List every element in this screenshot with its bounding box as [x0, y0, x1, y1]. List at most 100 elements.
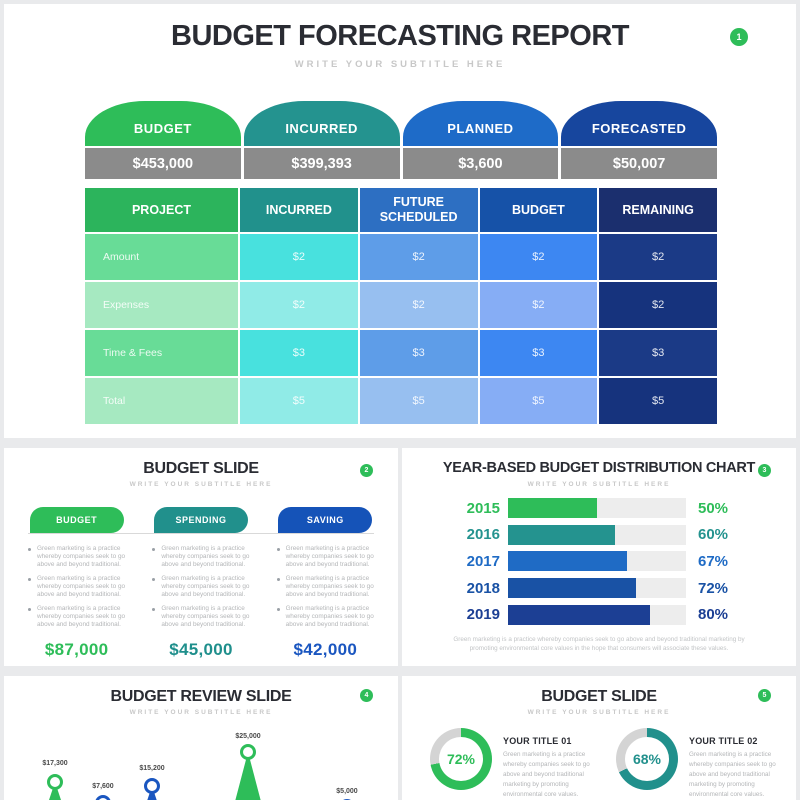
year-label: 2018: [466, 579, 500, 597]
row-label: Amount: [85, 234, 238, 280]
marker-value-label: $17,300: [42, 760, 68, 767]
list-item: Green marketing is a practice whereby co…: [28, 575, 125, 599]
amount-value: $45,000: [169, 640, 233, 659]
page-subtitle: WRITE YOUR SUBTITLE HERE: [294, 59, 506, 70]
detail-header-row: PROJECT INCURRED FUTURE SCHEDULED BUDGET…: [85, 188, 717, 232]
marker-circle-icon: [240, 744, 256, 760]
summary-column: INCURRED $399,393: [243, 101, 400, 179]
summary-table: BUDGET $453,000 INCURRED $399,393 PLANNE…: [85, 101, 717, 179]
summary-value: $3,600: [402, 148, 559, 179]
slide-title: YEAR-BASED BUDGET DISTRIBUTION CHART: [442, 460, 756, 476]
slide-subtitle: WRITE YOUR SUBTITLE HERE: [527, 709, 671, 716]
column-header: INCURRED: [240, 188, 358, 232]
bar-track: [508, 578, 686, 599]
summary-column: BUDGET $453,000: [85, 101, 241, 179]
bar-track: [508, 524, 686, 545]
slide-subtitle: WRITE YOUR SUBTITLE HERE: [129, 481, 273, 488]
list-item: Green marketing is a practice whereby co…: [152, 545, 249, 569]
slide-title: BUDGET SLIDE: [541, 688, 657, 705]
percent-label: 60%: [698, 526, 729, 544]
table-cell: $3: [240, 330, 358, 376]
summary-column: PLANNED $3,600: [402, 101, 559, 179]
bar-track: [508, 604, 686, 625]
marker-value-label: $7,600: [92, 783, 114, 790]
amount-value: $42,000: [293, 640, 358, 659]
detail-table: PROJECT INCURRED FUTURE SCHEDULED BUDGET…: [85, 188, 717, 426]
column-header: REMAINING: [599, 188, 717, 232]
bar-fill: [508, 551, 628, 572]
table-cell: $2: [599, 234, 717, 280]
summary-header: FORECASTED: [561, 101, 717, 146]
row-label: Time & Fees: [85, 330, 238, 376]
list-item: Green marketing is a practice whereby co…: [152, 575, 249, 599]
donut-percent: 68%: [625, 737, 669, 781]
slide-number-badge: 2: [360, 464, 373, 477]
donut-chart: 68%: [616, 728, 678, 790]
column-header: BUDGET: [479, 188, 598, 232]
list-item: Green marketing is a practice whereby co…: [276, 575, 374, 599]
bar-row: 2015 50%: [450, 498, 728, 518]
year-label: 2017: [466, 552, 500, 570]
slide-budget-donuts[interactable]: BUDGET SLIDE WRITE YOUR SUBTITLE HERE 5 …: [402, 676, 796, 800]
list-item: Green marketing is a practice whereby co…: [276, 605, 374, 629]
bar-fill: [508, 578, 637, 599]
donut-percent: 72%: [439, 737, 483, 781]
slide-budget-forecasting-report[interactable]: BUDGET FORECASTING REPORT WRITE YOUR SUB…: [4, 4, 796, 438]
slide-budget-columns[interactable]: BUDGET SLIDE WRITE YOUR SUBTITLE HERE 2 …: [4, 448, 398, 666]
marker-circle-icon: [144, 778, 160, 794]
marker-value-label: $25,000: [235, 733, 261, 740]
column-header-pill: BUDGET: [29, 507, 124, 533]
bullet-list: Green marketing is a practice whereby co…: [152, 545, 249, 635]
donut-chart: 72%: [430, 728, 492, 790]
table-cell: $2: [359, 282, 478, 328]
table-cell: $2: [479, 282, 598, 328]
slide-subtitle: WRITE YOUR SUBTITLE HERE: [129, 709, 273, 716]
list-item: Green marketing is a practice whereby co…: [28, 545, 125, 569]
summary-value: $399,393: [243, 148, 400, 179]
budget-column: SAVING Green marketing is a practice whe…: [276, 507, 374, 660]
column-header-pill: SAVING: [278, 507, 373, 533]
table-cell: $3: [359, 330, 478, 376]
table-cell: $2: [359, 234, 478, 280]
slide-number-badge: 4: [360, 689, 373, 702]
column-header-pill: SPENDING: [153, 507, 248, 533]
summary-header: INCURRED: [243, 101, 400, 146]
divider-line: [28, 533, 374, 534]
table-row: Time & Fees $3 $3 $3 $3: [85, 330, 717, 376]
year-label: 2016: [466, 526, 500, 544]
bar-fill: [508, 604, 651, 625]
percent-label: 50%: [698, 499, 729, 517]
table-cell: $3: [479, 330, 598, 376]
table-cell: $2: [240, 234, 358, 280]
slide-number-badge: 5: [758, 689, 771, 702]
slide-year-distribution-chart[interactable]: YEAR-BASED BUDGET DISTRIBUTION CHART WRI…: [402, 448, 796, 666]
slide-subtitle: WRITE YOUR SUBTITLE HERE: [527, 481, 671, 488]
slide-budget-review[interactable]: BUDGET REVIEW SLIDE WRITE YOUR SUBTITLE …: [4, 676, 398, 800]
percent-label: 72%: [698, 579, 729, 597]
table-cell: $5: [240, 378, 358, 424]
item-text: Green marketing is a practice whereby co…: [503, 751, 590, 798]
table-row: Expenses $2 $2 $2 $2: [85, 282, 717, 328]
summary-column: FORECASTED $50,007: [561, 101, 717, 179]
bar-track: [508, 498, 686, 518]
row-label: Total: [85, 378, 238, 424]
summary-value: $453,000: [85, 148, 241, 179]
year-label: 2019: [466, 606, 500, 624]
bar-fill: [508, 524, 615, 545]
marker-value-label: $15,200: [139, 765, 165, 772]
chart-caption: Green marketing is a practice whereby co…: [453, 636, 745, 652]
bar-row: 2016 60%: [450, 524, 729, 545]
cone-shape: [35, 782, 75, 800]
table-cell: $2: [599, 282, 717, 328]
page-title: BUDGET FORECASTING REPORT: [171, 20, 629, 52]
list-item: Green marketing is a practice whereby co…: [276, 545, 374, 569]
list-item: Green marketing is a practice whereby co…: [152, 605, 249, 629]
bar-row: 2018 72%: [450, 578, 729, 599]
slide-number-badge: 1: [730, 28, 748, 46]
marker-value-label: $5,000: [336, 788, 358, 795]
budget-column: SPENDING Green marketing is a practice w…: [152, 507, 249, 660]
table-row: Total $5 $5 $5 $5: [85, 378, 717, 424]
slide-title: BUDGET REVIEW SLIDE: [110, 688, 292, 705]
horizontal-bar-chart: 2015 50% 2016 60% 2017 67% 2018 72% 2019: [450, 498, 728, 631]
